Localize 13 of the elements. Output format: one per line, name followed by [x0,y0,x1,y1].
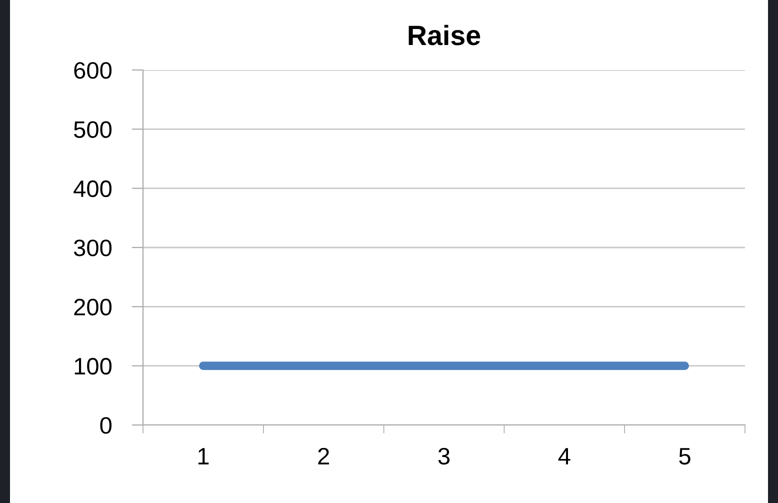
x-tick-label: 4 [558,448,570,464]
x-tick-label: 1 [198,448,209,464]
y-tick-label: 200 [74,298,112,316]
y-tick-label: 500 [74,121,112,138]
y-tick-label: 400 [74,180,112,198]
y-tick-label: 0 [100,417,112,434]
y-tick-label: 300 [74,240,112,256]
x-tick-label: 3 [438,448,450,465]
y-tick-label: 600 [74,62,112,79]
y-tick-label: 100 [74,358,112,375]
chart-title: Raise [408,24,480,46]
x-tick-label: 5 [679,448,690,465]
x-tick-label: 2 [318,448,329,464]
